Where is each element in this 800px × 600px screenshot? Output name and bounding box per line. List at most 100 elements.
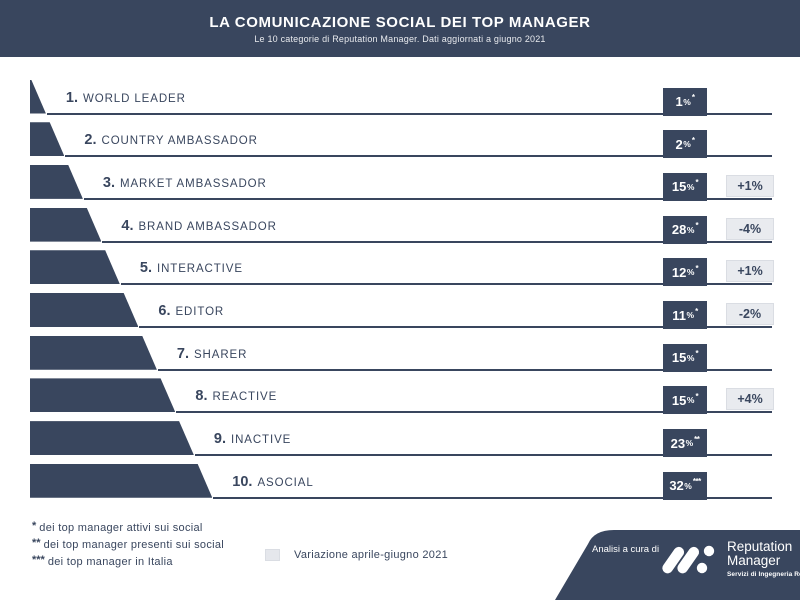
value-percent-sign: % (685, 438, 694, 449)
credit-text: Analisi a cura di (592, 544, 660, 555)
footnote-text: dei top manager attivi sui social (39, 522, 203, 534)
footnote-marker: ** (32, 537, 41, 549)
category-step-shape (30, 164, 83, 199)
footnote-text: dei top manager presenti sui social (43, 539, 225, 551)
category-rank: 1. (65, 89, 78, 106)
credits-banner: Analisi a cura di Reputation Manager Ser… (555, 530, 800, 600)
value-number: 15 (671, 350, 687, 366)
value-percent-sign: % (686, 352, 695, 363)
value-number: 15 (671, 392, 687, 408)
value-badge: 28% * (663, 215, 707, 244)
value-footnote-stars: * (695, 349, 699, 359)
category-rank: 9. (213, 431, 226, 448)
brand-name: Reputation Manager (727, 540, 792, 568)
category-label: 10. ASOCIAL (232, 472, 313, 492)
brand-line2: Manager (727, 553, 781, 568)
category-underline (120, 283, 772, 286)
category-step-shape (30, 250, 120, 285)
value-number: 1 (675, 94, 683, 109)
variation-badge: +1% (726, 260, 774, 283)
variation-badge: -4% (726, 217, 774, 240)
value-percent-sign: % (686, 267, 695, 278)
value-number: 2 (675, 136, 683, 152)
category-rank: 6. (158, 303, 171, 319)
category-step-shape (30, 335, 157, 370)
value-footnote-stars: ** (694, 434, 700, 444)
category-rank: 10. (232, 473, 253, 490)
category-label: 8. REACTIVE (195, 386, 277, 406)
category-underline (157, 368, 772, 371)
category-underline (194, 454, 772, 457)
value-badge: 12% * (663, 258, 707, 287)
footnote-text: dei top manager in Italia (47, 556, 173, 568)
footnote-item: *** dei top manager in Italia (32, 554, 224, 569)
category-step-shape (30, 421, 194, 456)
category-underline (83, 197, 772, 200)
footnote-item: ** dei top manager presenti sui social (32, 537, 225, 552)
category-rank: 3. (102, 174, 115, 191)
value-percent-sign: % (683, 139, 691, 150)
value-badge: 1% * (663, 87, 707, 116)
category-name: COUNTRY AMBASSADOR (101, 135, 258, 148)
footnote-item: * dei top manager attivi sui social (32, 520, 224, 535)
category-rank: 4. (121, 217, 134, 234)
category-step-shape (30, 79, 46, 114)
value-number: 11 (672, 307, 687, 323)
value-number: 12 (671, 264, 687, 280)
category-name: SHARER (193, 348, 248, 361)
page-title: LA COMUNICAZIONE SOCIAL DEI TOP MANAGER (209, 13, 591, 31)
variation-legend: Variazione aprile-giugno 2021 (265, 549, 448, 561)
value-footnote-stars: * (691, 93, 695, 102)
value-percent-sign: % (684, 480, 692, 491)
value-badge: 2% * (663, 130, 707, 159)
value-footnote-stars: * (691, 135, 695, 145)
value-badge: 32% *** (663, 471, 707, 500)
value-badge: 11% * (663, 301, 707, 329)
page-subtitle: Le 10 categorie di Reputation Manager. D… (254, 33, 546, 44)
value-percent-sign: % (686, 395, 695, 406)
category-underline (139, 326, 772, 328)
category-step-shape (30, 122, 65, 157)
category-step-shape (30, 293, 139, 327)
category-name: INACTIVE (230, 434, 292, 447)
value-footnote-stars: * (695, 178, 699, 188)
category-underline (213, 496, 772, 499)
category-step-shape (30, 378, 176, 413)
variation-badge: +4% (726, 388, 774, 411)
footnote-marker: *** (32, 554, 45, 566)
brand-line1: Reputation (727, 539, 793, 554)
value-number: 32 (669, 478, 684, 494)
value-badge: 15% * (663, 386, 707, 415)
category-name: EDITOR (175, 306, 225, 318)
value-percent-sign: % (686, 181, 695, 192)
category-step-shape (30, 463, 213, 498)
category-label: 9. INACTIVE (214, 429, 291, 449)
category-rank: 7. (176, 345, 189, 362)
value-badge: 23% ** (663, 429, 707, 458)
footnotes: * dei top manager attivi sui social ** dei… (32, 520, 225, 569)
value-footnote-stars: *** (692, 477, 701, 487)
brand-tagline: Servizi di Ingegneria Reputazionale (727, 571, 800, 578)
value-number: 23 (670, 435, 686, 451)
banner-shape (555, 530, 800, 600)
category-rank: 8. (195, 388, 208, 405)
value-percent-sign: % (683, 96, 691, 107)
value-footnote-stars: * (695, 306, 698, 316)
value-number: 15 (671, 179, 687, 195)
value-number: 28 (671, 222, 687, 238)
reputation-manager-logo-icon (662, 545, 715, 574)
category-label: 1. WORLD LEADER (66, 88, 186, 108)
category-name: INTERACTIVE (156, 263, 243, 276)
category-label: 7. SHARER (177, 344, 247, 364)
category-name: WORLD LEADER (82, 92, 186, 105)
variation-badge: +1% (726, 174, 774, 197)
category-step-shape (30, 207, 102, 242)
value-badge: 15% * (663, 172, 707, 201)
legend-swatch-icon (265, 549, 280, 561)
category-label: 6. EDITOR (158, 301, 224, 321)
category-underline (102, 240, 772, 243)
footnote-marker: * (32, 520, 37, 532)
category-name: MARKET AMBASSADOR (119, 177, 267, 190)
